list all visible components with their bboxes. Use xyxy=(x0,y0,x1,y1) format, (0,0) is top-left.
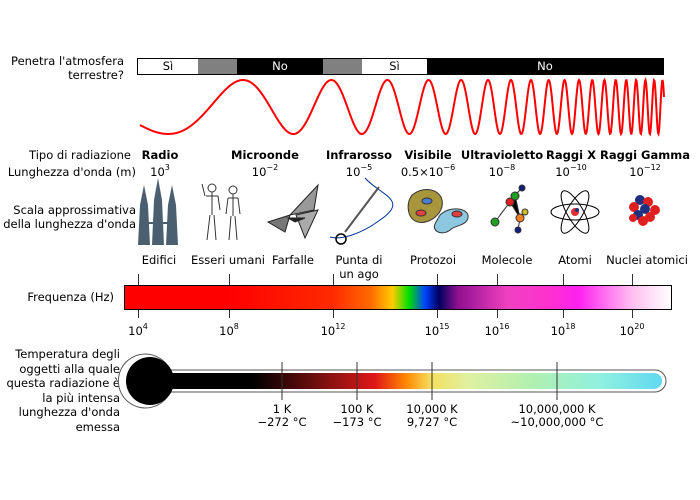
molecule-icon xyxy=(490,184,529,234)
scale-object-label: Edifici xyxy=(141,253,177,267)
scale-object-label: Atomi xyxy=(558,253,592,267)
frequency-exponent: 15 xyxy=(439,322,450,331)
celsius-value: −272 °C xyxy=(257,415,307,429)
frequency-exponent: 16 xyxy=(499,322,510,331)
wavelength-label: Lunghezza d'onda (m) xyxy=(7,165,136,179)
wavelength-exponent: −6 xyxy=(443,163,456,172)
frequency-exponent: 20 xyxy=(634,322,645,331)
wavelength-value: 10−10 xyxy=(555,163,587,180)
scale-label: Scala approssimativa della lunghezza d'o… xyxy=(3,203,136,231)
radiation-type-0: Radio xyxy=(141,148,179,162)
thermometer-tube xyxy=(150,373,662,389)
frequency-tick-label: 108 xyxy=(219,322,239,339)
frequency-label: Frequenza (Hz) xyxy=(27,290,114,304)
wavelength-base: 10 xyxy=(555,165,570,179)
buildings-icon xyxy=(138,178,178,245)
frequency-base: 10 xyxy=(619,324,635,338)
celsius-value: ~10,000,000 °C xyxy=(510,415,604,429)
atmosphere-segment-no: No xyxy=(537,59,553,73)
radiation-type-6: Raggi Gamma xyxy=(600,148,690,162)
frequency-base: 10 xyxy=(550,324,566,338)
radiation-type-4: Ultravioletto xyxy=(460,148,544,162)
frequency-exponent: 4 xyxy=(142,322,148,331)
wavelength-exponent: −8 xyxy=(503,163,516,172)
wavelength-value: 10−12 xyxy=(629,163,661,180)
scale-object-label: Molecole xyxy=(481,253,533,267)
kelvin-value: 10,000 K xyxy=(406,402,458,416)
frequency-base: 10 xyxy=(320,324,336,338)
frequency-tick-label: 1020 xyxy=(619,322,645,339)
wavelength-base: 10 xyxy=(345,165,361,179)
atmosphere-bar: Sì No Sì No xyxy=(137,58,664,75)
frequency-tick-label: 1015 xyxy=(424,322,450,339)
wavelength-value: 10−5 xyxy=(345,163,373,180)
wavelength-base: 10 xyxy=(629,165,644,179)
kelvin-value: 100 K xyxy=(340,402,374,416)
wavelength-value: 103 xyxy=(150,163,170,180)
atmosphere-segment-partial xyxy=(323,59,362,74)
atmosphere-segment-yes: Sì xyxy=(362,59,427,74)
wavelength-exponent: 3 xyxy=(164,163,170,172)
humans-icon xyxy=(201,183,241,241)
frequency-exponent: 8 xyxy=(233,322,239,331)
nucleus-icon xyxy=(629,195,660,226)
wavelength-value: 10−2 xyxy=(251,163,279,180)
wave-line xyxy=(139,76,665,138)
frequency-base: 10 xyxy=(219,324,234,338)
atmosphere-label: Penetra l'atmosfera terrestre? xyxy=(11,54,124,82)
scale-object-label: Punta di un ago xyxy=(335,253,382,281)
celsius-value: 9,727 °C xyxy=(406,415,458,429)
wavelength-base: 10 xyxy=(150,165,165,179)
radiation-type-5: Raggi X xyxy=(546,148,596,162)
kelvin-value: 1 K xyxy=(272,402,292,416)
temperature-tick-label: 10,000,000 K ~10,000,000 °C xyxy=(511,403,604,429)
wavelength-exponent: −12 xyxy=(643,163,661,172)
wavelength-value: 0.5×10−6 xyxy=(400,163,456,180)
frequency-exponent: 18 xyxy=(565,322,576,331)
wavelength-exponent: −5 xyxy=(360,163,373,172)
wavelength-base: 10 xyxy=(251,165,267,179)
radiation-type-1: Microonde xyxy=(231,148,299,162)
scale-object-label: Farfalle xyxy=(272,253,314,267)
frequency-tick-label: 104 xyxy=(128,322,148,339)
thermometer-bulb xyxy=(126,357,174,405)
kelvin-value: 10,000,000 K xyxy=(518,402,596,416)
temperature-label: Temperatura degli oggetti alla quale que… xyxy=(6,347,120,434)
temperature-tick-label: 10,000 K 9,727 °C xyxy=(406,403,457,429)
frequency-exponent: 12 xyxy=(335,322,346,331)
atmosphere-segment-yes: Sì xyxy=(138,59,198,74)
frequency-base: 10 xyxy=(128,324,143,338)
temperature-tick-label: 1 K −272 °C xyxy=(257,403,306,429)
frequency-spectrum-bar xyxy=(124,285,672,310)
scale-object-label: Esseri umani xyxy=(191,253,265,267)
wavelength-base: 10 xyxy=(488,165,504,179)
scale-line: Punta di xyxy=(335,253,383,267)
radiation-type-2: Infrarosso xyxy=(325,148,393,162)
scale-object-label: Protozoi xyxy=(409,253,457,267)
frequency-base: 10 xyxy=(484,324,500,338)
frequency-tick-label: 1018 xyxy=(550,322,576,339)
needle-icon xyxy=(329,177,394,245)
frequency-base: 10 xyxy=(424,324,440,338)
frequency-tick-label: 1012 xyxy=(320,322,346,339)
type-label: Tipo di radiazione xyxy=(29,148,131,162)
scale-object-label: Nuclei atomici xyxy=(606,253,688,267)
atom-icon xyxy=(550,190,600,234)
atmosphere-segment-no: No xyxy=(272,59,288,73)
wavelength-exponent: −10 xyxy=(569,163,587,172)
wavelength-exponent: −2 xyxy=(266,163,279,172)
scale-line: un ago xyxy=(339,267,379,281)
wavelength-value: 10−8 xyxy=(488,163,516,180)
butterfly-icon xyxy=(266,183,319,240)
temperature-tick-label: 100 K −173 °C xyxy=(332,403,381,429)
wavelength-base: 0.5×10 xyxy=(400,165,444,179)
radiation-type-3: Visibile xyxy=(404,148,452,162)
protozoa-icon xyxy=(407,189,469,234)
frequency-tick-label: 1016 xyxy=(484,322,510,339)
celsius-value: −173 °C xyxy=(332,415,382,429)
atmosphere-segment-partial xyxy=(198,59,237,74)
